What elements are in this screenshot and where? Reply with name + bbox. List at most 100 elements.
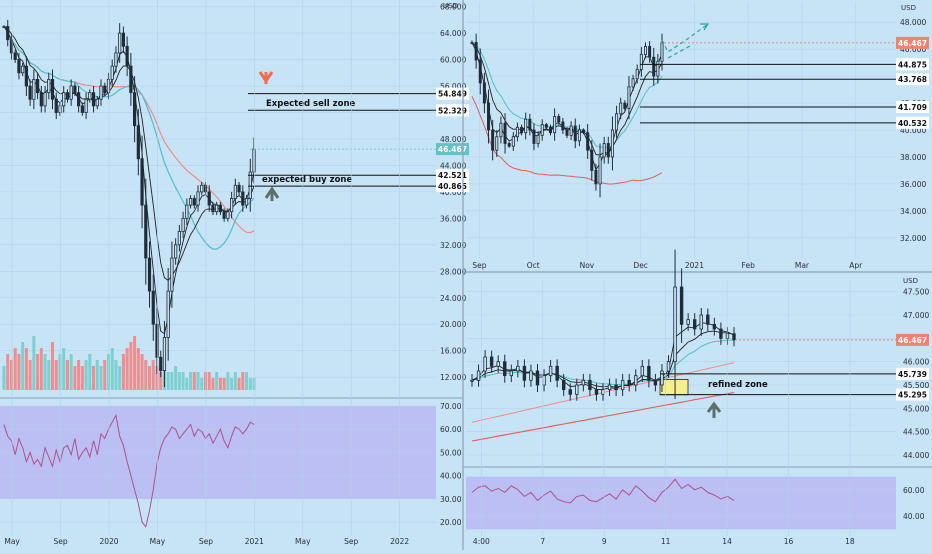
br-candle	[503, 361, 507, 377]
left-volume-bar	[181, 372, 185, 390]
top-right-price-panel[interactable]: 48.00046.00044.00042.00040.00038.00036.0…	[463, 2, 932, 273]
br-candle	[725, 333, 730, 339]
br-level-price-box	[896, 388, 929, 401]
left-level-price: 42.521	[438, 171, 467, 180]
br-candle	[620, 379, 625, 391]
left-volume-bar	[54, 360, 58, 390]
tr-candle	[532, 129, 536, 144]
left-axis-tick-label: 44.000	[440, 161, 466, 170]
left-candle	[88, 92, 92, 100]
tr-time-axis-tick-label: Mar	[795, 261, 810, 270]
left-axis-tick-label: 68.000	[440, 3, 466, 12]
br-candle	[660, 370, 664, 386]
left-rsi-axis-tick-label: 40.00	[440, 472, 462, 481]
br-level-price-box	[896, 367, 929, 380]
br-axis-tick-label: 45.500	[903, 381, 929, 390]
left-volume-bar	[110, 348, 114, 390]
left-currency: USD	[443, 2, 458, 10]
left-candle	[47, 79, 51, 94]
br-axis-tick-label: 46.000	[903, 358, 929, 367]
left-volume-bar	[189, 372, 193, 390]
tr-candle	[648, 46, 652, 58]
left-volume-bar	[166, 372, 170, 390]
left-candle	[144, 204, 148, 259]
left-candle	[185, 204, 189, 219]
br-axis-tick-label: 47.500	[903, 288, 929, 297]
left-candle	[233, 184, 237, 199]
left-rsi-axis-tick-label: 30.00	[440, 495, 462, 504]
br-candle	[640, 365, 644, 377]
left-candle	[50, 79, 55, 100]
tr-level-price-box	[896, 73, 929, 86]
br-candle	[562, 379, 566, 391]
tr-candle	[548, 126, 552, 134]
tr-axis-tick-label: 36.000	[900, 180, 926, 189]
tr-candle	[536, 134, 540, 144]
br-candle	[470, 379, 474, 382]
tr-candle	[573, 125, 577, 142]
br-candle	[542, 375, 546, 386]
br-candle	[686, 319, 690, 325]
br-candle	[516, 365, 520, 372]
left-axis-tick-label: 40.000	[440, 188, 466, 197]
left-volume-bar	[136, 348, 140, 390]
left-candle	[218, 204, 223, 213]
tr-candle	[577, 129, 581, 142]
left-axis-tick-label: 12.000	[440, 373, 466, 382]
tr-candle	[474, 42, 478, 61]
left-volume-bar	[65, 360, 69, 390]
br-candle	[679, 286, 684, 325]
br-last-price-box	[896, 333, 929, 346]
br-candle	[732, 333, 736, 341]
left-candle	[28, 85, 32, 100]
tr-candle	[524, 118, 528, 134]
left-level-price: 52.329	[438, 106, 467, 115]
left-volume-bar	[200, 378, 204, 390]
tr-ma-teal	[471, 41, 663, 149]
tr-time-axis-tick-label: Oct	[527, 261, 540, 270]
br-candle	[634, 375, 638, 386]
left-axis-tick-label: 36.000	[440, 214, 466, 223]
left-level-price-box	[436, 104, 469, 117]
left-candle	[177, 231, 181, 246]
refined-zone-box	[659, 378, 689, 396]
tr-candle	[656, 60, 660, 77]
tr-candle	[561, 121, 565, 131]
left-volume-bar	[129, 342, 133, 390]
tr-level-price-box	[896, 58, 929, 71]
left-volume-bar	[88, 354, 92, 390]
bottom-right-rsi-panel[interactable]: 60.00 40.00 4:00 7 9 11 14 16 18	[463, 280, 932, 546]
br-candle	[601, 389, 605, 395]
left-volume-bar	[103, 360, 107, 390]
tr-candle	[470, 42, 474, 44]
left-axis-tick-label: 16.000	[440, 347, 466, 356]
tr-axis-tick-label: 48.000	[900, 18, 926, 27]
sell-arrow-icon	[258, 71, 274, 84]
tr-projection-arrow-icon	[700, 23, 710, 31]
left-volume-bar	[211, 378, 215, 390]
left-candle	[69, 85, 73, 100]
left-candle	[39, 92, 43, 107]
bottom-right-price-panel[interactable]: 47.50047.00046.50046.00045.50045.00044.5…	[466, 249, 929, 460]
left-candle	[77, 92, 81, 107]
tr-candle	[491, 129, 495, 151]
tr-candle	[528, 118, 532, 131]
tr-candle	[507, 143, 511, 147]
br-candle	[594, 389, 599, 395]
tr-candle	[652, 56, 656, 77]
left-rsi-panel[interactable]: 70.00 60.00 50.00 40.00 30.00 20.00 May Sep 2020…	[0, 0, 463, 546]
tr-candle	[499, 122, 503, 138]
br-level-price: 45.739	[898, 370, 927, 379]
left-axis-tick-label: 56.000	[440, 82, 466, 91]
br-axis-tick-label: 47.000	[903, 311, 929, 320]
tr-candle	[557, 116, 561, 123]
tr-candle	[586, 132, 590, 151]
br-candle	[588, 379, 592, 391]
br-time-axis-tick-label: 9	[602, 537, 607, 546]
br-time-axis-tick-label: 7	[540, 537, 545, 546]
br-axis-tick-label: 45.000	[903, 404, 929, 413]
left-candle	[43, 92, 47, 107]
left-axis-tick-label: 32.000	[440, 241, 466, 250]
br-time-axis-tick-label: 11	[661, 537, 671, 546]
left-candle	[230, 198, 234, 213]
